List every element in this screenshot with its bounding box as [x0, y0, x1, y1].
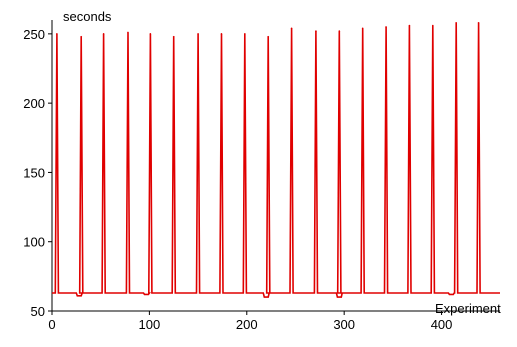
spike-peak	[338, 30, 341, 32]
spike-peak	[290, 27, 293, 30]
x-axis-title: Experiment	[435, 301, 501, 316]
y-axis-title: seconds	[63, 9, 112, 24]
x-ticks: 0 100 200 300 400	[48, 311, 452, 332]
x-tick-label: 200	[236, 317, 258, 332]
spike-peak	[220, 33, 223, 35]
y-tick-label: 50	[31, 304, 45, 319]
series-line	[52, 22, 500, 298]
spike-peak	[315, 30, 317, 32]
spike-peak	[432, 24, 434, 27]
spike-peak	[385, 26, 387, 28]
y-tick-label: 250	[23, 27, 45, 42]
spike-peak	[127, 31, 129, 34]
spike-peak	[267, 35, 270, 38]
spike-peak	[102, 33, 105, 35]
y-tick-label: 100	[23, 235, 45, 250]
y-tick-label: 150	[23, 165, 45, 180]
y-tick-label: 200	[23, 96, 45, 111]
spike-peak	[56, 33, 58, 35]
x-tick-label: 100	[139, 317, 161, 332]
spike-peak	[197, 33, 199, 35]
spike-peak	[149, 33, 152, 35]
spike-peak	[80, 35, 83, 38]
spike-peak	[455, 21, 457, 24]
spike-peak	[244, 33, 246, 35]
spike-peak	[477, 21, 480, 24]
spike-peak	[408, 24, 411, 27]
x-tick-label: 300	[333, 317, 355, 332]
x-tick-label: 0	[48, 317, 55, 332]
spike-peak	[361, 27, 364, 30]
spike-peak	[172, 35, 175, 38]
plot-area: 50 100 150 200 250 0 100 200 300 400	[23, 20, 500, 332]
x-tick-label: 400	[431, 317, 453, 332]
y-ticks: 50 100 150 200 250	[23, 27, 52, 319]
